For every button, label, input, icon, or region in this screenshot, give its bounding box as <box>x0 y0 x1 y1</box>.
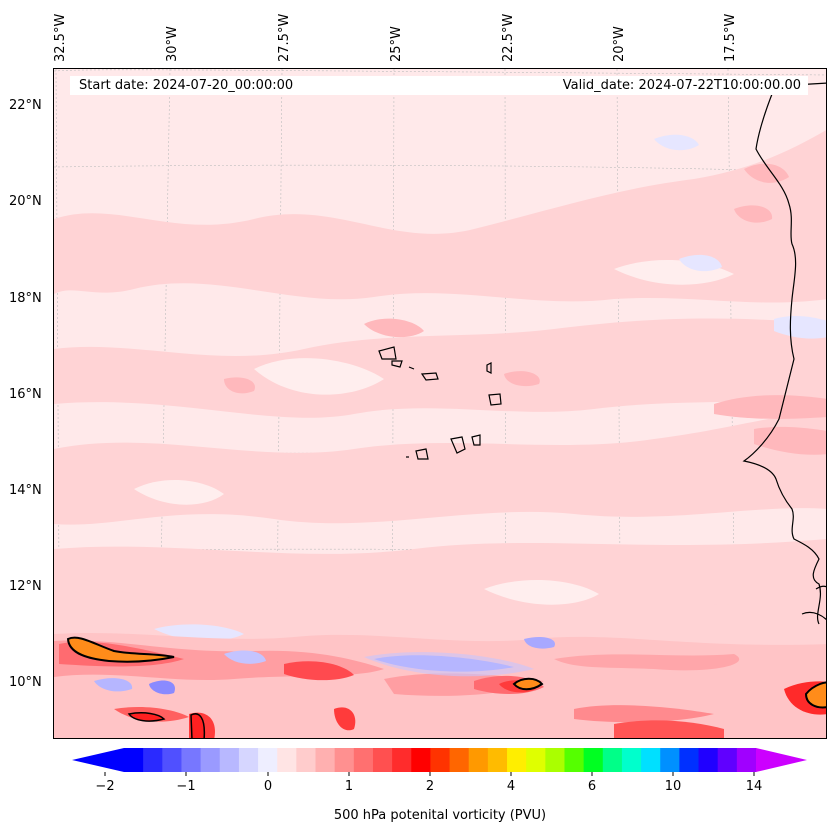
svg-text:6: 6 <box>588 779 596 794</box>
colorbar-cell <box>507 748 527 772</box>
pv-contours-near-zero <box>134 259 734 605</box>
svg-text:4: 4 <box>507 779 515 794</box>
svg-text:0: 0 <box>264 779 272 794</box>
colorbar-cell <box>392 748 412 772</box>
pv-field-plot <box>54 69 826 738</box>
colorbar-tick-neg1: −1 <box>176 772 196 794</box>
colorbar-cell <box>679 748 700 772</box>
pv-high-cores <box>66 636 826 738</box>
date-banner <box>70 76 808 95</box>
colorbar-cell <box>200 748 221 772</box>
colorbar-tick-4: 4 <box>507 772 515 794</box>
colorbar-cell <box>641 748 661 772</box>
colorbar-label: 500 hPa potenital vorticity (PVU) <box>333 808 547 823</box>
colorbar: −2 −1 0 1 2 4 6 10 14 <box>72 748 807 794</box>
valid-date-text: Valid_date: 2024-07-22T10:00:00.00 <box>562 78 801 93</box>
colorbar-cell <box>526 748 546 772</box>
colorbar-cell <box>372 748 393 772</box>
colorbar-cell <box>698 748 719 772</box>
colorbar-cell <box>143 748 163 772</box>
svg-text:1: 1 <box>345 779 353 794</box>
colorbar-tick-neg2: −2 <box>95 772 115 794</box>
lon-label-25w: 25°W <box>389 26 404 62</box>
lat-label-12n: 12°N <box>9 579 42 594</box>
colorbar-cell <box>181 748 202 772</box>
colorbar-cell <box>468 748 489 772</box>
svg-text:2: 2 <box>426 779 434 794</box>
colorbar-cell <box>238 748 259 772</box>
colorbar-cell <box>296 748 317 772</box>
graticule <box>54 69 826 738</box>
lon-label-32-5w: 32.5°W <box>53 13 68 62</box>
colorbar-tick-14: 14 <box>746 772 763 794</box>
start-date-text: Start date: 2024-07-20_00:00:00 <box>79 78 294 93</box>
lon-label-27-5w: 27.5°W <box>277 13 292 62</box>
map-panel[interactable] <box>53 68 827 739</box>
lat-label-18n: 18°N <box>9 291 42 306</box>
lon-label-22-5w: 22.5°W <box>501 13 516 62</box>
colorbar-ticks: −2 −1 0 1 2 4 6 10 14 <box>95 772 762 794</box>
colorbar-cell <box>258 748 278 772</box>
colorbar-tick-10: 10 <box>665 772 682 794</box>
colorbar-cell <box>564 748 585 772</box>
lat-label-22n: 22°N <box>9 98 42 113</box>
colorbar-over-arrow <box>756 748 807 772</box>
colorbar-tick-2: 2 <box>426 772 434 794</box>
coastlines <box>378 82 826 625</box>
colorbar-cell <box>411 748 431 772</box>
lon-label-30w: 30°W <box>165 26 180 62</box>
lon-label-20w: 20°W <box>612 26 627 62</box>
lat-label-10n: 10°N <box>9 675 42 690</box>
colorbar-tick-6: 6 <box>588 772 596 794</box>
pv-negative-streaks <box>94 636 555 695</box>
svg-text:−2: −2 <box>95 779 114 794</box>
lat-label-14n: 14°N <box>9 483 42 498</box>
lat-label-20n: 20°N <box>9 194 42 209</box>
colorbar-cell <box>583 748 604 772</box>
colorbar-cell <box>660 748 680 772</box>
colorbar-cell <box>353 748 374 772</box>
colorbar-cell <box>334 748 355 772</box>
lat-label-16n: 16°N <box>9 387 42 402</box>
colorbar-tick-0: 0 <box>264 772 272 794</box>
lon-label-17-5w: 17.5°W <box>723 13 738 62</box>
colorbar-cell <box>621 748 642 772</box>
colorbar-cell <box>162 748 182 772</box>
colorbar-cell <box>277 748 297 772</box>
svg-text:14: 14 <box>746 779 763 794</box>
colorbar-cell <box>430 748 451 772</box>
colorbar-cell <box>219 748 240 772</box>
svg-text:−1: −1 <box>176 779 195 794</box>
colorbar-cell <box>717 748 738 772</box>
colorbar-cell <box>449 748 470 772</box>
colorbar-under-arrow <box>72 748 124 772</box>
pv-contours-moderate <box>224 163 826 455</box>
colorbar-cells <box>124 748 757 772</box>
colorbar-cell <box>602 748 623 772</box>
svg-text:10: 10 <box>665 779 682 794</box>
colorbar-cell <box>124 748 144 772</box>
colorbar-cell <box>487 748 508 772</box>
colorbar-cell <box>736 748 757 772</box>
colorbar-cell <box>545 748 565 772</box>
colorbar-cell <box>315 748 336 772</box>
colorbar-tick-1: 1 <box>345 772 353 794</box>
pv-contours-low <box>54 130 826 677</box>
